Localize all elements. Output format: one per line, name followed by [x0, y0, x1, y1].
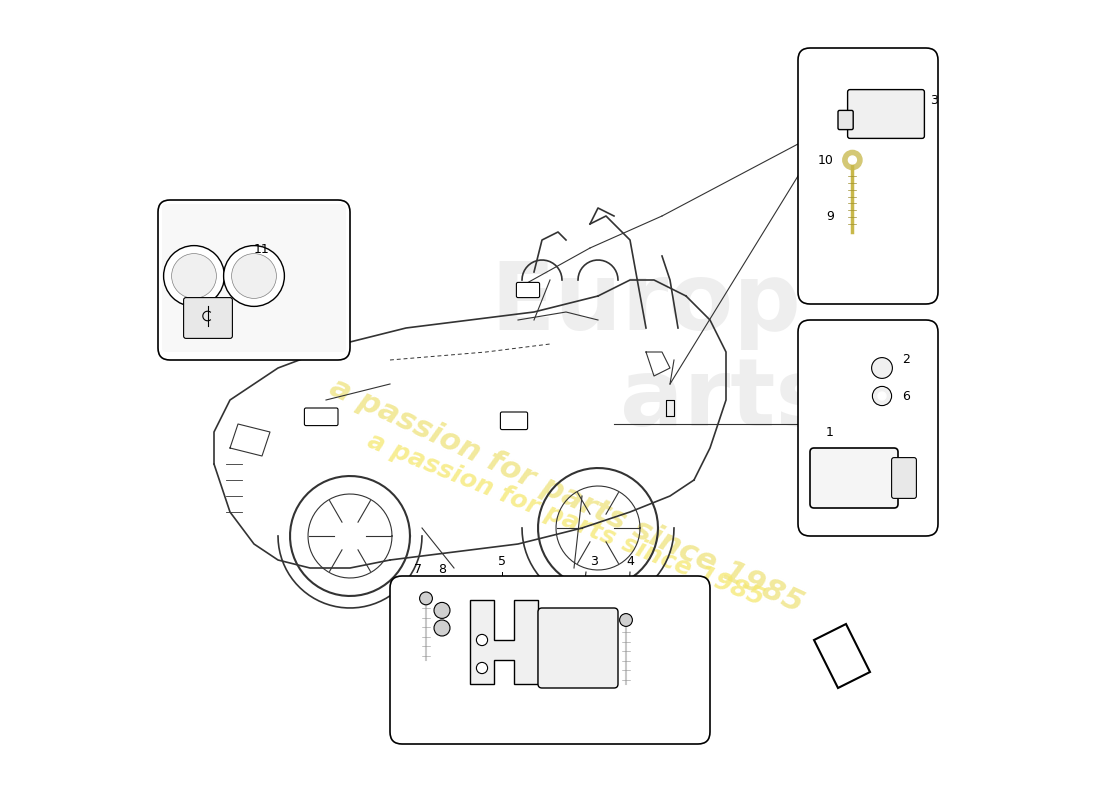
Text: 8: 8 [438, 563, 446, 576]
Text: 9: 9 [826, 210, 834, 222]
Text: 11: 11 [254, 243, 270, 256]
Polygon shape [814, 624, 870, 688]
Circle shape [619, 614, 632, 626]
Text: 1: 1 [826, 426, 834, 438]
Circle shape [434, 620, 450, 636]
FancyBboxPatch shape [390, 576, 710, 744]
Circle shape [871, 358, 892, 378]
Text: 5: 5 [498, 555, 506, 568]
Text: arts: arts [620, 354, 832, 446]
Circle shape [223, 246, 285, 306]
Text: a passion for parts since 1985: a passion for parts since 1985 [364, 429, 768, 611]
Circle shape [843, 150, 862, 170]
FancyBboxPatch shape [838, 110, 854, 130]
Text: 2: 2 [902, 354, 910, 366]
FancyBboxPatch shape [184, 298, 232, 338]
FancyBboxPatch shape [538, 608, 618, 688]
Circle shape [172, 254, 217, 298]
Text: Europ: Europ [491, 258, 802, 350]
Text: 10: 10 [818, 154, 834, 166]
FancyBboxPatch shape [500, 412, 528, 430]
Text: 7: 7 [414, 563, 422, 576]
FancyBboxPatch shape [848, 90, 924, 138]
Circle shape [476, 634, 487, 646]
FancyBboxPatch shape [798, 48, 938, 304]
Circle shape [848, 156, 857, 164]
Polygon shape [470, 600, 538, 684]
FancyBboxPatch shape [892, 458, 916, 498]
Circle shape [434, 602, 450, 618]
Text: 4: 4 [626, 555, 634, 568]
FancyBboxPatch shape [810, 448, 898, 508]
Circle shape [476, 662, 487, 674]
Text: 3: 3 [590, 555, 598, 568]
Circle shape [232, 254, 276, 298]
Text: 3: 3 [930, 94, 938, 106]
FancyBboxPatch shape [305, 408, 338, 426]
Circle shape [872, 386, 892, 406]
FancyBboxPatch shape [516, 282, 540, 298]
FancyBboxPatch shape [162, 204, 346, 352]
Circle shape [419, 592, 432, 605]
Circle shape [164, 246, 224, 306]
Text: 6: 6 [902, 390, 910, 402]
Text: a passion for parts since 1985: a passion for parts since 1985 [324, 373, 807, 619]
FancyBboxPatch shape [158, 200, 350, 360]
Circle shape [878, 392, 886, 400]
FancyBboxPatch shape [798, 320, 938, 536]
